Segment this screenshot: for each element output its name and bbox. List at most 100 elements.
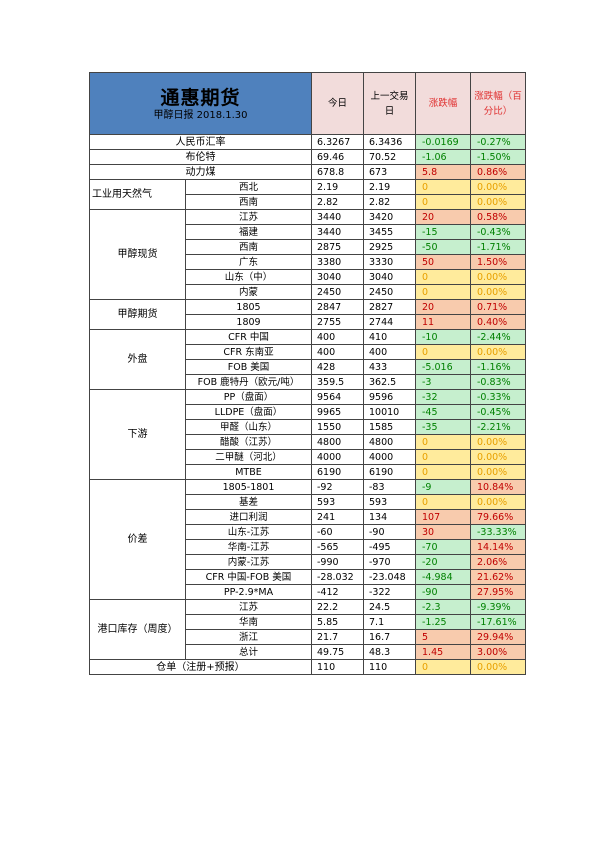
change-value: -3 xyxy=(415,374,471,390)
row-label: 仓单（注册+预报） xyxy=(89,659,312,675)
methanol-daily-table: 通惠期货 甲醇日报 2018.1.30 今日 上一交易日 涨跌幅 涨跌幅（百分比… xyxy=(89,72,526,675)
row-label: 1809 xyxy=(185,314,312,330)
row-label: 基差 xyxy=(185,494,312,510)
row-label: 甲醛（山东） xyxy=(185,419,312,435)
prev-value: 24.5 xyxy=(363,599,416,615)
row-label: 布伦特 xyxy=(89,149,312,165)
row-label: 山东-江苏 xyxy=(185,524,312,540)
change-pct: 79.66% xyxy=(470,509,526,525)
row-label: 动力煤 xyxy=(89,164,312,180)
change-value: -45 xyxy=(415,404,471,420)
today-value: 4800 xyxy=(311,434,364,450)
change-value: 0 xyxy=(415,284,471,300)
group-spread: 价差 xyxy=(89,479,186,600)
change-pct: 0.00% xyxy=(470,494,526,510)
change-pct: 0.00% xyxy=(470,194,526,210)
today-value: 9965 xyxy=(311,404,364,420)
change-pct: 2.06% xyxy=(470,554,526,570)
row-label: CFR 中国-FOB 美国 xyxy=(185,569,312,585)
row-label: 西南 xyxy=(185,239,312,255)
prev-value: 2827 xyxy=(363,299,416,315)
today-value: 6.3267 xyxy=(311,134,364,150)
change-pct: 0.00% xyxy=(470,449,526,465)
change-pct: -1.50% xyxy=(470,149,526,165)
header-prev-day: 上一交易日 xyxy=(363,72,416,135)
prev-value: 2.19 xyxy=(363,179,416,195)
row-label: 总计 xyxy=(185,644,312,660)
prev-value: 3040 xyxy=(363,269,416,285)
change-value: 30 xyxy=(415,524,471,540)
change-pct: -2.21% xyxy=(470,419,526,435)
row-label: 1805-1801 xyxy=(185,479,312,495)
change-pct: 0.00% xyxy=(470,464,526,480)
prev-value: 362.5 xyxy=(363,374,416,390)
change-pct: 29.94% xyxy=(470,629,526,645)
row-label: 醋酸（江苏） xyxy=(185,434,312,450)
today-value: 400 xyxy=(311,329,364,345)
prev-value: 673 xyxy=(363,164,416,180)
change-pct: -33.33% xyxy=(470,524,526,540)
today-value: 22.2 xyxy=(311,599,364,615)
prev-value: 6.3436 xyxy=(363,134,416,150)
prev-value: 2.82 xyxy=(363,194,416,210)
change-pct: 0.40% xyxy=(470,314,526,330)
change-value: 107 xyxy=(415,509,471,525)
today-value: 3380 xyxy=(311,254,364,270)
row-label: CFR 中国 xyxy=(185,329,312,345)
header-today: 今日 xyxy=(311,72,364,135)
change-value: 0 xyxy=(415,434,471,450)
change-value: 5 xyxy=(415,629,471,645)
row-label: FOB 美国 xyxy=(185,359,312,375)
change-pct: -0.33% xyxy=(470,389,526,405)
change-value: -2.3 xyxy=(415,599,471,615)
group-port-inventory: 港口库存（周度） xyxy=(89,599,186,660)
change-value: 20 xyxy=(415,209,471,225)
today-value: 3440 xyxy=(311,224,364,240)
row-label: 江苏 xyxy=(185,209,312,225)
today-value: 2450 xyxy=(311,284,364,300)
prev-value: 410 xyxy=(363,329,416,345)
change-value: 11 xyxy=(415,314,471,330)
header-change-pct: 涨跌幅（百分比） xyxy=(470,72,526,135)
row-label: 华南 xyxy=(185,614,312,630)
prev-value: 2450 xyxy=(363,284,416,300)
change-value: 0 xyxy=(415,494,471,510)
today-value: 2755 xyxy=(311,314,364,330)
today-value: -990 xyxy=(311,554,364,570)
prev-value: 4000 xyxy=(363,449,416,465)
change-value: 0 xyxy=(415,464,471,480)
change-value: 0 xyxy=(415,269,471,285)
change-value: -70 xyxy=(415,539,471,555)
group-methanol-futures: 甲醇期货 xyxy=(89,299,186,330)
change-pct: 0.58% xyxy=(470,209,526,225)
prev-value: -970 xyxy=(363,554,416,570)
today-value: 69.46 xyxy=(311,149,364,165)
group-industrial-gas: 工业用天然气 xyxy=(89,179,186,210)
row-label: LLDPE（盘面） xyxy=(185,404,312,420)
prev-value: 134 xyxy=(363,509,416,525)
today-value: 5.85 xyxy=(311,614,364,630)
today-value: 2.19 xyxy=(311,179,364,195)
change-value: -9 xyxy=(415,479,471,495)
today-value: 241 xyxy=(311,509,364,525)
today-value: 4000 xyxy=(311,449,364,465)
change-pct: -0.27% xyxy=(470,134,526,150)
change-pct: 0.00% xyxy=(470,344,526,360)
row-label: 山东（中） xyxy=(185,269,312,285)
change-value: -1.25 xyxy=(415,614,471,630)
change-pct: 0.00% xyxy=(470,179,526,195)
prev-value: 1585 xyxy=(363,419,416,435)
change-value: -20 xyxy=(415,554,471,570)
change-value: 0 xyxy=(415,659,471,675)
prev-value: -83 xyxy=(363,479,416,495)
row-label: 广东 xyxy=(185,254,312,270)
change-pct: 0.00% xyxy=(470,659,526,675)
report-subtitle: 甲醇日报 2018.1.30 xyxy=(153,109,248,121)
change-pct: -0.45% xyxy=(470,404,526,420)
change-pct: 3.00% xyxy=(470,644,526,660)
change-pct: 0.00% xyxy=(470,284,526,300)
row-label: 浙江 xyxy=(185,629,312,645)
today-value: 1550 xyxy=(311,419,364,435)
today-value: 678.8 xyxy=(311,164,364,180)
today-value: 3440 xyxy=(311,209,364,225)
